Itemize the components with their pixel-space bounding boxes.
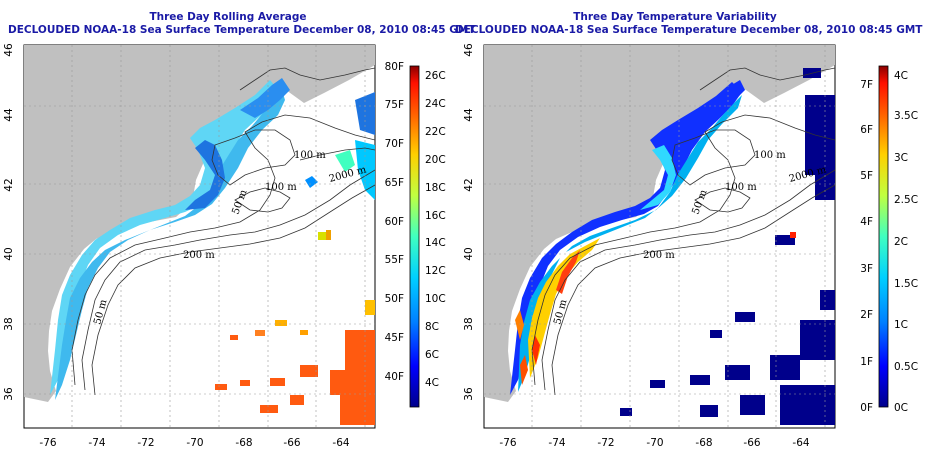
left-colorbar [409,65,420,408]
right-xtick-2: -74 [548,437,565,449]
left-contour-label-100m-a: 100 m [294,150,326,161]
right-colorbar-f-labels: 7F 6F 5F 4F 3F 2F 1F 0F [860,79,873,414]
left-cb-f-0: 80F [385,61,404,73]
left-cb-f-3: 65F [385,177,404,189]
right-cb-f-2: 5F [860,170,873,182]
left-colorbar-f-labels: 80F 75F 70F 65F 60F 55F 50F 45F 40F [385,61,404,383]
left-ytick-36: 36 [3,387,15,401]
left-cb-c-8: 10C [425,293,446,305]
left-cb-f-7: 45F [385,332,404,344]
left-ytick-44: 44 [3,108,15,122]
left-cb-f-2: 70F [385,138,404,150]
right-contours [531,67,835,396]
right-ytick-46: 46 [463,43,475,57]
left-cb-c-5: 16C [425,210,446,222]
left-ytick-42: 42 [3,178,15,191]
left-ytick-46: 46 [3,43,15,57]
right-cb-f-4: 3F [860,263,873,275]
right-title-2: DECLOUDED NOAA-18 Sea Surface Temperatur… [455,24,923,36]
right-cb-c-4: 2C [894,236,908,248]
left-ytick-40: 40 [3,247,15,260]
right-cb-f-5: 2F [860,309,873,321]
right-ytick-42: 42 [463,178,475,191]
left-cb-c-1: 24C [425,98,446,110]
right-xtick-1: -76 [499,437,516,449]
right-contour-label-200m: 200 m [643,250,675,261]
right-xtick-4: -70 [646,437,663,449]
left-xtick-2: -74 [88,437,105,449]
left-contour-label-200m: 200 m [183,250,215,261]
right-cb-f-6: 1F [860,356,873,368]
right-cb-c-0: 4C [894,70,908,82]
left-xtick-3: -72 [137,437,154,449]
left-cb-c-3: 20C [425,154,446,166]
left-xtick-6: -66 [283,437,300,449]
right-cb-c-8: 0C [894,402,908,414]
right-xtick-3: -72 [597,437,614,449]
left-y-axis: 46 44 42 40 38 36 [3,43,15,401]
left-ytick-38: 38 [3,317,15,330]
right-map: 100 m 100 m 2000 m 200 m 50 m 50 m -76 -… [463,43,918,449]
left-contour-label-100m-b: 100 m [265,182,297,193]
right-cb-c-7: 0.5C [894,361,918,373]
left-cb-c-4: 18C [425,182,446,194]
right-cb-f-1: 6F [860,124,873,136]
left-land [24,45,375,402]
left-cb-f-4: 60F [385,216,404,228]
right-ytick-36: 36 [463,387,475,401]
left-cb-c-0: 26C [425,70,446,82]
right-xtick-7: -64 [792,437,809,449]
right-xtick-6: -66 [743,437,760,449]
right-cb-c-5: 1.5C [894,278,918,290]
right-y-axis: 46 44 42 40 38 36 [463,43,475,401]
right-cb-c-2: 3C [894,152,908,164]
right-cb-f-0: 7F [860,79,873,91]
right-variability-coastal [510,80,745,395]
left-title-1: Three Day Rolling Average [149,11,307,23]
right-cb-c-3: 2.5C [894,194,918,206]
left-gridlines [24,45,375,428]
right-land [484,45,835,402]
left-xtick-4: -70 [186,437,203,449]
left-cb-c-2: 22C [425,126,446,138]
right-cb-f-7: 0F [860,402,873,414]
left-xtick-5: -68 [235,437,252,449]
left-xtick-7: -64 [332,437,349,449]
left-sst-offshore [215,300,375,425]
left-cb-c-11: 4C [425,377,439,389]
left-cb-c-10: 6C [425,349,439,361]
left-map: 100 m 100 m 2000 m 200 m 50 m 50 m -76 -… [3,43,446,449]
left-contours [71,67,375,396]
left-colorbar-c-labels: 26C 24C 22C 20C 18C 16C 14C 12C 10C 8C 6… [425,70,446,389]
right-xtick-5: -68 [695,437,712,449]
left-contour-labels: 100 m 100 m 2000 m 200 m 50 m 50 m [92,150,368,326]
right-cb-c-6: 1C [894,319,908,331]
left-cb-c-9: 8C [425,321,439,333]
right-colorbar-c-labels: 4C 3.5C 3C 2.5C 2C 1.5C 1C 0.5C 0C [894,70,918,414]
right-x-axis: -76 -74 -72 -70 -68 -66 -64 [499,437,809,449]
left-cb-f-1: 75F [385,99,404,111]
right-ytick-40: 40 [463,247,475,260]
left-cb-c-6: 14C [425,237,446,249]
left-cb-c-7: 12C [425,265,446,277]
right-colorbar [878,65,889,408]
right-cb-c-1: 3.5C [894,110,918,122]
right-title-1: Three Day Temperature Variability [573,11,777,23]
left-xtick-1: -76 [39,437,56,449]
right-ytick-38: 38 [463,317,475,330]
left-x-axis: -76 -74 -72 -70 -68 -66 -64 [39,437,349,449]
left-title-2: DECLOUDED NOAA-18 Sea Surface Temperatur… [8,24,476,36]
right-gridlines [484,45,835,428]
left-sst-coastal [50,78,375,400]
right-contour-label-100m-b: 100 m [725,182,757,193]
right-ytick-44: 44 [463,108,475,122]
left-cb-f-8: 40F [385,371,404,383]
left-cb-f-5: 55F [385,254,404,266]
right-contour-label-100m-a: 100 m [754,150,786,161]
left-cb-f-6: 50F [385,293,404,305]
right-cb-f-3: 4F [860,216,873,228]
